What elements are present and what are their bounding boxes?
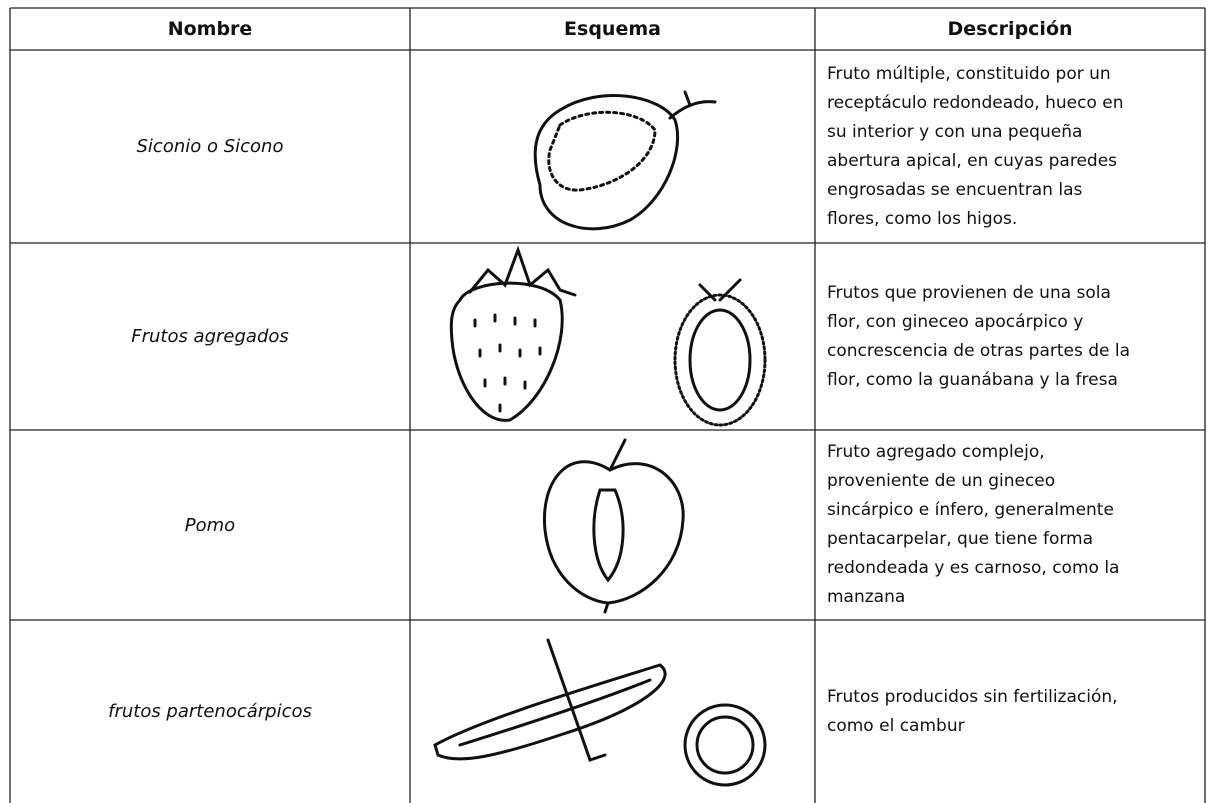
description-line: como el cambur [827,715,965,736]
description-line: sincárpico e ínfero, generalmente [827,500,1114,520]
description-cell: Frutos producidos sin fertilización, como… [815,620,1205,803]
description-cell: Fruto múltiple, constituido por un recept… [815,50,1205,243]
description-line: flores, como los higos. [827,208,1018,229]
description-line: redondeada y es carnoso, como la [827,558,1120,578]
description-line: flor, con gineceo apocárpico y [827,311,1084,332]
header-cell: Descripción [947,18,1073,40]
description-line: receptáculo redondeado, hueco en [827,92,1124,113]
header-cell: Nombre [167,18,253,40]
description-cell: Frutos que provienen de una sola flor, co… [815,243,1205,430]
description-line: Fruto agregado complejo, [827,442,1045,462]
strawberry-drawing [449,245,577,422]
description-line: Frutos que provienen de una sola [827,282,1111,303]
name-cell: Pomo [184,514,236,536]
description-line: proveniente de un gineceo [827,471,1056,491]
name-cell: Frutos agregados [131,326,289,347]
description-line: abertura apical, en cuyas paredes [827,150,1118,171]
apple-drawing [542,438,685,614]
description-cell: Fruto agregado complejo, proveniente de u… [815,430,1205,620]
guanabana-drawing [673,278,767,427]
description-line: Frutos producidos sin fertilización, [827,686,1118,707]
fig-drawing [533,90,717,231]
header-cell: Esquema [564,18,661,40]
description-line: Fruto múltiple, constituido por un [827,63,1111,84]
description-line: flor, como la guanábana y la fresa [827,369,1118,390]
description-line: manzana [827,587,906,607]
description-line: engrosadas se encuentran las [827,179,1083,200]
description-line: concrescencia de otras partes de la [827,340,1131,361]
banana-drawing [433,638,767,787]
description-line: su interior y con una pequeña [827,121,1083,142]
description-line: pentacarpelar, que tiene forma [827,529,1094,549]
name-cell: Siconio o Sicono [136,136,284,157]
name-cell: frutos partenocárpicos [108,701,312,722]
